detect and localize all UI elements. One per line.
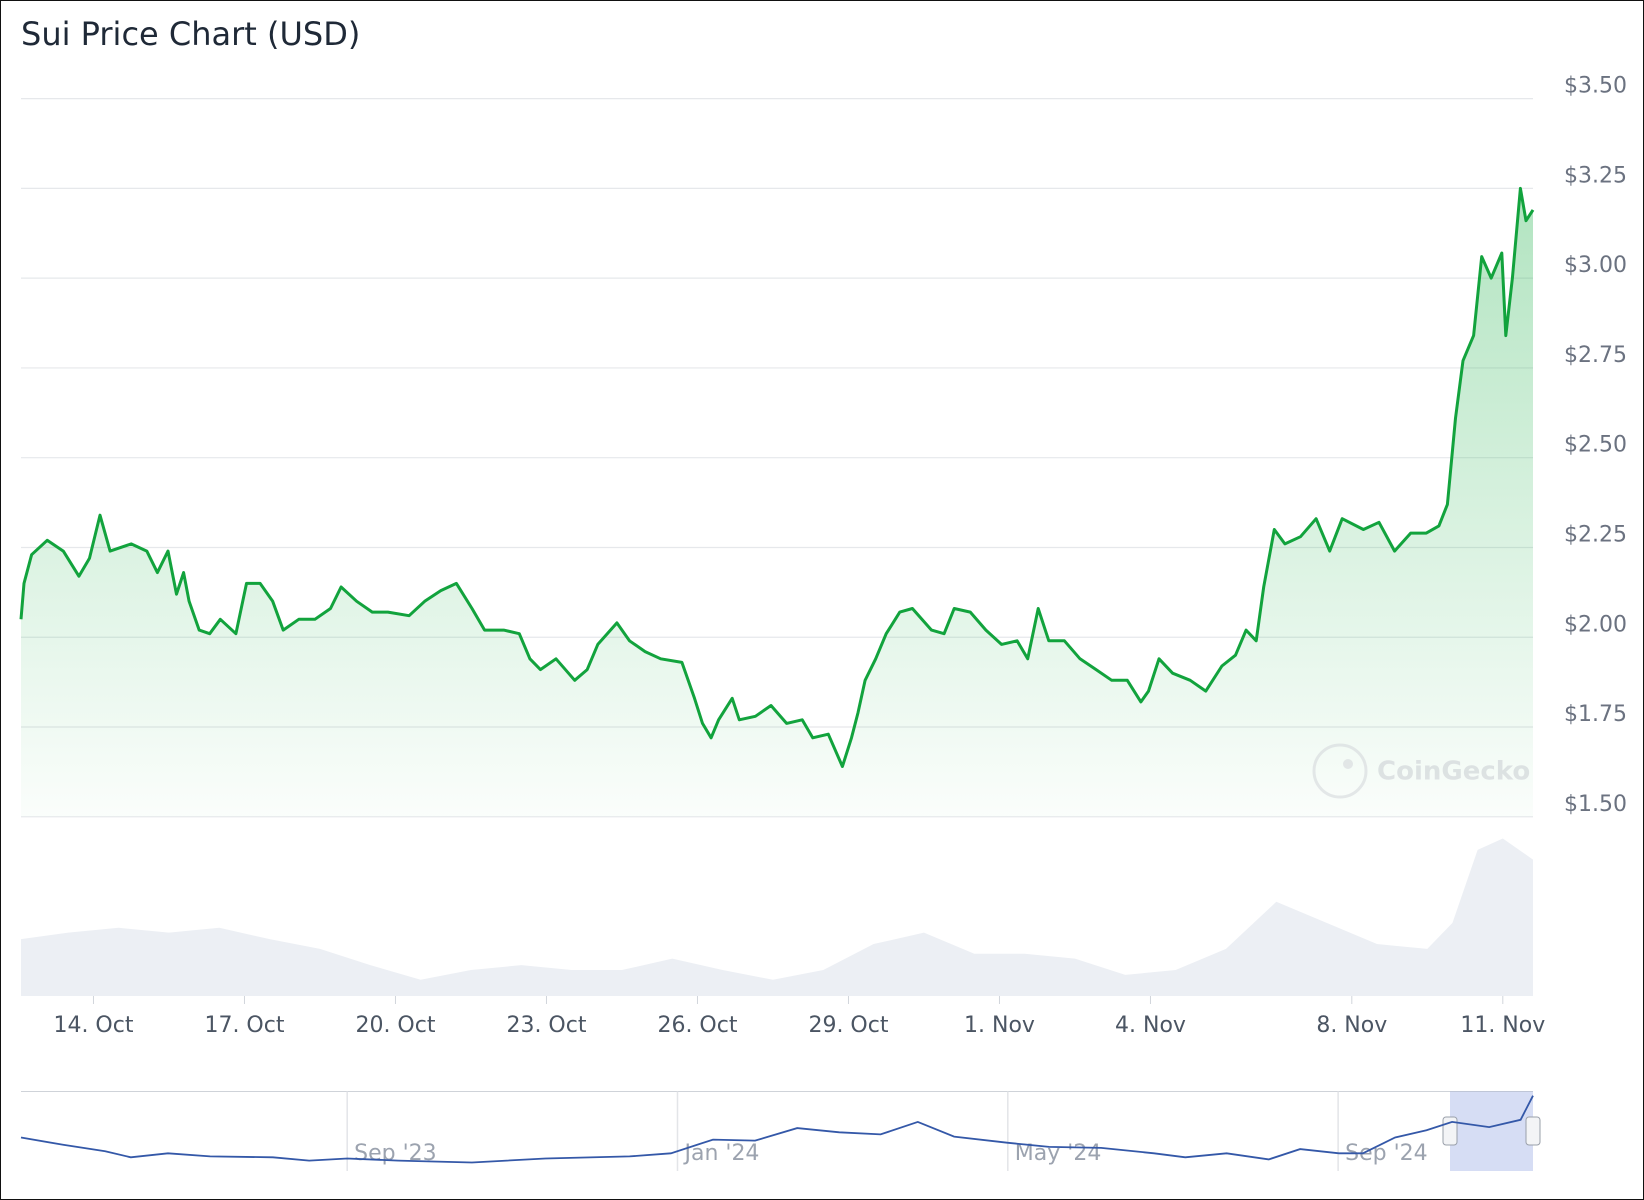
x-tick-label: 4. Nov xyxy=(1115,1013,1186,1038)
y-tick-label: $2.75 xyxy=(1564,343,1627,368)
x-tick-label: 29. Oct xyxy=(808,1013,888,1038)
y-tick-label: $3.25 xyxy=(1564,163,1627,188)
navigator-tick-label: Sep '23 xyxy=(354,1141,437,1166)
chart-title: Sui Price Chart (USD) xyxy=(21,15,360,53)
x-tick-label: 14. Oct xyxy=(53,1013,133,1038)
x-tick-label: 17. Oct xyxy=(204,1013,284,1038)
price-area xyxy=(21,188,1533,817)
x-tick-label: 1. Nov xyxy=(964,1013,1035,1038)
navigator-line xyxy=(20,1095,1534,1164)
watermark-text: CoinGecko xyxy=(1377,757,1530,787)
y-tick-label: $3.50 xyxy=(1564,74,1627,99)
x-tick-label: 23. Oct xyxy=(506,1013,586,1038)
navigator-handle[interactable] xyxy=(1442,1116,1458,1146)
y-tick-label: $1.75 xyxy=(1564,702,1627,727)
watermark-logo xyxy=(1312,743,1368,799)
x-tick-label: 11. Nov xyxy=(1460,1013,1545,1038)
volume-area xyxy=(21,838,1533,996)
y-tick-label: $1.50 xyxy=(1564,792,1627,817)
price-line xyxy=(19,186,1535,768)
x-tick-label: 20. Oct xyxy=(355,1013,435,1038)
navigator-selection[interactable] xyxy=(1450,1091,1533,1172)
watermark-eye xyxy=(1343,759,1353,769)
y-tick-label: $3.00 xyxy=(1564,253,1627,278)
y-tick-label: $2.00 xyxy=(1564,612,1627,637)
watermark: CoinGecko xyxy=(1312,743,1530,799)
x-tick-label: 26. Oct xyxy=(657,1013,737,1038)
navigator-handle[interactable] xyxy=(1525,1116,1541,1146)
navigator-tick-label: Jan '24 xyxy=(682,1141,759,1166)
y-tick-label: $2.25 xyxy=(1564,522,1627,547)
x-tick-label: 8. Nov xyxy=(1316,1013,1387,1038)
y-tick-label: $2.50 xyxy=(1564,433,1627,458)
